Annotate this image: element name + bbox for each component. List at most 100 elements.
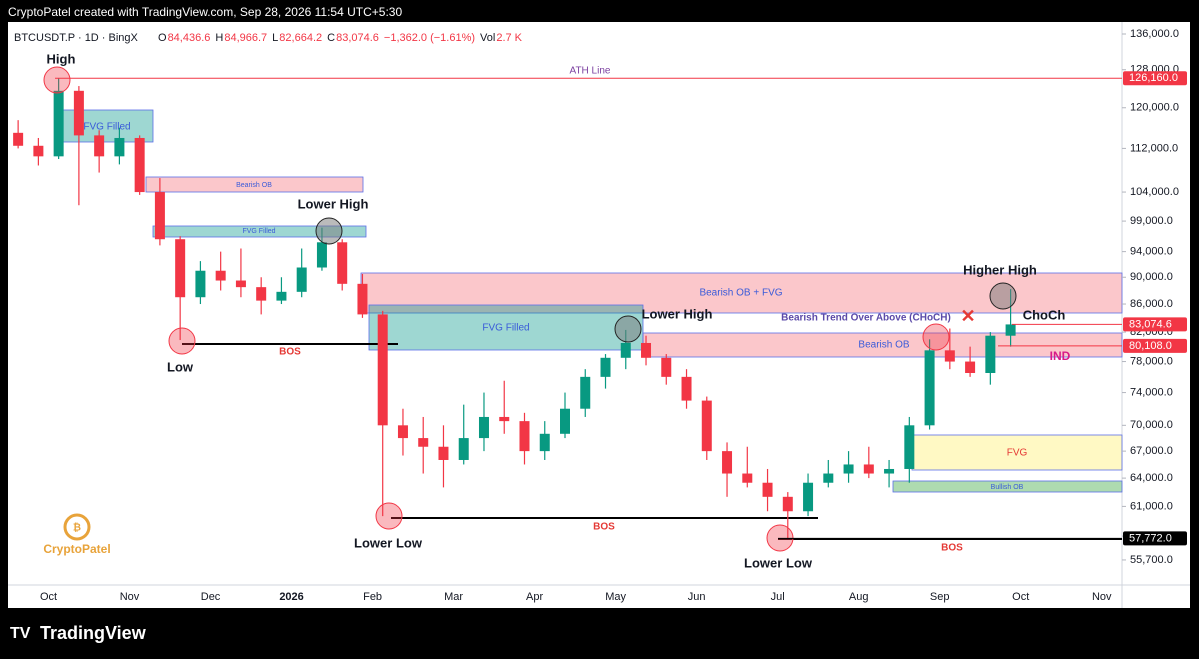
quote-key: C <box>327 32 335 44</box>
annotation: High <box>47 51 76 66</box>
annotation: Bearish OB + FVG <box>699 288 782 299</box>
pivot-circle <box>375 502 403 530</box>
annotation: FVG Filled <box>482 323 529 334</box>
quote-value: 84,436.6 <box>168 32 211 44</box>
volume-value: 2.7 K <box>496 32 522 44</box>
annotation: BOS <box>593 522 615 533</box>
header: BTCUSDT.P · 1D · BingX O 84,436.6 H 84,966.… <box>14 32 523 44</box>
candle-body <box>560 408 570 434</box>
candle-body <box>73 90 84 136</box>
candle-body <box>357 283 368 315</box>
candle-body <box>519 421 530 452</box>
quote-value: 83,074.6 <box>336 32 379 44</box>
x-tick-label: Nov <box>120 591 140 603</box>
y-tick-label: 94,000.0 <box>1130 246 1173 258</box>
svg-text:TV: TV <box>10 625 31 642</box>
annotation: FVG Filled <box>83 122 130 133</box>
candle-body <box>499 416 510 422</box>
y-tick-label: 104,000.0 <box>1130 186 1179 198</box>
candle-body <box>418 438 429 447</box>
candle-body <box>944 350 955 362</box>
symbol: BTCUSDT.P · 1D · BingX <box>14 32 139 44</box>
overlays: ✕ High ATH Line FVG Filled Bearish OB Lower … <box>43 51 1122 570</box>
quote-key: L <box>272 32 278 44</box>
candle-body <box>823 473 834 483</box>
x-tick-label: May <box>605 591 626 603</box>
annotation: ChoCh <box>1023 307 1066 322</box>
candle-body <box>397 425 408 439</box>
candle-body <box>33 145 44 157</box>
quote-key: H <box>215 32 223 44</box>
price-level-tag <box>1123 317 1187 332</box>
price-level-tag <box>1123 531 1187 546</box>
y-tick-label: 136,000.0 <box>1130 28 1179 40</box>
quote-value: 84,966.7 <box>224 32 267 44</box>
price-level-label: 126,160.0 <box>1129 72 1178 84</box>
y-tick-label: 61,000.0 <box>1130 500 1173 512</box>
pivot-circle <box>614 315 642 343</box>
annotation: Bearish OB <box>858 340 909 351</box>
candle-body <box>94 135 105 157</box>
candle-body <box>215 270 226 281</box>
x-tick-label: Nov <box>1092 591 1112 603</box>
candle-body <box>114 137 125 157</box>
candle-body <box>1005 324 1016 336</box>
candle-body <box>965 361 976 373</box>
candle-body <box>600 357 611 377</box>
candle-body <box>843 464 854 474</box>
candle-body <box>701 400 712 452</box>
annotation: Lower High <box>298 196 369 211</box>
annotation: Lower Low <box>744 555 813 570</box>
annotation: FVG <box>1007 448 1028 459</box>
zone <box>892 480 1123 493</box>
footer-logo: TV TradingView <box>10 623 147 643</box>
candle-body <box>742 473 753 483</box>
candle-body <box>195 270 206 298</box>
quote-value: 82,664.2 <box>279 32 322 44</box>
candle-body <box>539 433 550 452</box>
pivot-circle <box>989 282 1017 310</box>
y-tick-label: 74,000.0 <box>1130 386 1173 398</box>
annotation: Lower High <box>642 306 713 321</box>
chart-pane <box>8 22 1190 608</box>
x-tick-label: Dec <box>201 591 221 603</box>
y-tick-label: 64,000.0 <box>1130 472 1173 484</box>
pivot-circle <box>168 327 196 355</box>
zone <box>145 176 364 193</box>
x-tick-label: Feb <box>363 591 382 603</box>
price-level-tag <box>1123 338 1187 353</box>
pivot-circle <box>43 66 71 94</box>
candle-body <box>924 350 935 426</box>
cross-mark: ✕ <box>960 306 975 326</box>
y-tick-label: 112,000.0 <box>1130 142 1178 154</box>
candle-body <box>762 482 773 497</box>
pivot-circle <box>315 217 343 245</box>
annotation: BOS <box>279 347 301 358</box>
price-level-label: 80,108.0 <box>1129 340 1172 352</box>
x-tick-label: Sep <box>930 591 950 603</box>
annotation: Lower Low <box>354 535 423 550</box>
candle-body <box>681 376 692 401</box>
annotation: ATH Line <box>570 66 611 77</box>
candle-body <box>722 451 733 474</box>
candle-body <box>134 137 145 193</box>
annotation: Bullish OB <box>991 484 1024 491</box>
footer-brand: TradingView <box>40 623 147 643</box>
pivot-circle <box>922 323 950 351</box>
candle-body <box>337 242 348 284</box>
zone <box>368 304 644 351</box>
x-tick-label: Oct <box>1012 591 1029 603</box>
annotation: Bearish Trend Over Above (CHoCH) <box>781 313 951 324</box>
x-tick-label: 2026 <box>279 591 303 603</box>
candle-body <box>256 287 267 301</box>
credit: CryptoPatel created with TradingView.com… <box>8 5 402 19</box>
candle-body <box>296 267 307 292</box>
x-tick-label: Mar <box>444 591 463 603</box>
annotation: BOS <box>941 543 963 554</box>
candle-body <box>175 239 186 298</box>
zone <box>911 434 1123 471</box>
x-tick-label: Jul <box>771 591 785 603</box>
y-tick-label: 99,000.0 <box>1130 215 1173 227</box>
price-level-label: 57,772.0 <box>1129 532 1172 544</box>
